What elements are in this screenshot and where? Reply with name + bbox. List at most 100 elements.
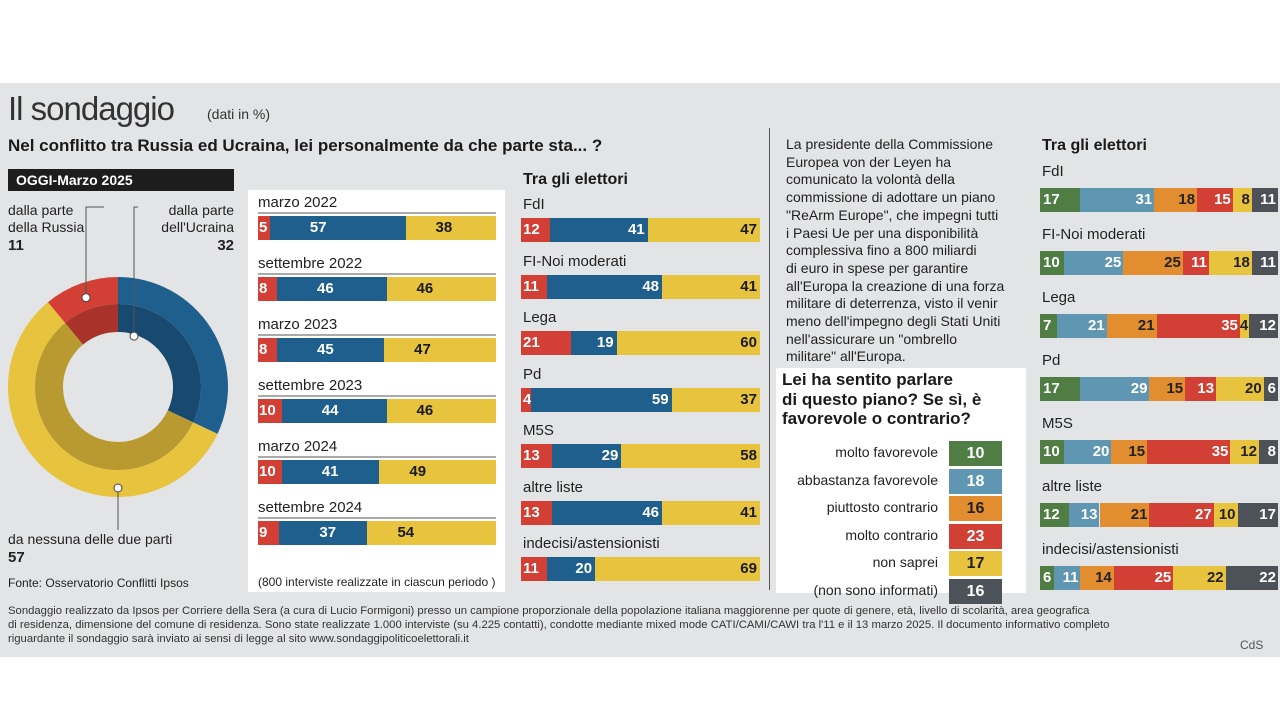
voters2-label: FI-Noi moderati [1042,226,1146,243]
today-label: OGGI-Marzo 2025 [8,169,234,191]
voters2-bar-segment: 22 [1173,566,1226,590]
trend-underline [258,334,496,336]
trend-bar-segment: 10 [258,460,282,484]
trend-period-label: settembre 2024 [258,499,363,516]
voters2-bar-segment: 35 [1147,440,1231,464]
neither-value: 57 [8,549,25,566]
voters1-bar-segment: 11 [521,557,548,581]
voters2-bar-segment: 21 [1099,503,1150,527]
trend-period-label: marzo 2022 [258,194,338,211]
rearm-text-line: nell'assicurare un "ombrello [786,330,958,347]
rearm-text-line: La presidente della Commissione [786,136,993,152]
voters1-label: Lega [523,309,557,326]
voters2-bar-segment: 6 [1263,377,1278,401]
voters2-bar-segment: 7 [1040,314,1057,338]
trend-bar-segment: 41 [281,460,380,484]
voters2-bar-segment: 10 [1040,251,1064,275]
voters1-bar-segment: 69 [595,557,760,581]
rearm-text-line: comunicato la volontà della [786,171,955,188]
voters2-bar-segment: 17 [1237,503,1278,527]
voters2-bar-segment: 11 [1054,566,1081,590]
voters2-bar-segment: 11 [1182,251,1209,275]
voters2-bar-segment: 25 [1113,566,1174,590]
plan-label: (non sono informati) [813,581,938,598]
plan-question-line: Lei ha sentito parlare [782,370,953,389]
plan-bar: 23 [949,523,1002,549]
donut-slice-inner-0 [65,304,118,345]
trend-bar-segment: 47 [384,338,496,362]
rearm-text-line: militare di deterrenza, visto il venir [786,295,998,312]
voters1-header: Tra gli elettori [523,171,628,188]
plan-bar: 10 [949,441,1002,466]
rearm-text-line: militare" all'Europa. [786,348,906,365]
voters2-bar-segment: 13 [1185,377,1217,401]
voters2-bar-segment: 14 [1080,566,1114,590]
trend-bar-segment: 44 [281,399,387,423]
voters1-bar-segment: 59 [530,387,672,412]
plan-bar: 17 [949,551,1002,576]
trend-underline [258,456,496,458]
voters1-bar-segment: 13 [521,500,553,525]
trend-bar-segment: 37 [279,521,368,545]
voters2-bar-segment: 20 [1063,440,1112,464]
footnote: Sondaggio realizzato da Ipsos per Corrie… [8,604,1248,646]
voters2-label: M5S [1042,415,1073,432]
trend-bar-segment: 10 [258,399,282,423]
plan-label: molto contrario [845,526,938,543]
voters2-bar-segment: 12 [1230,440,1259,464]
voters2-bar-segment: 22 [1225,566,1278,590]
unit-note: (dati in %) [207,106,271,122]
plan-label: molto favorevole [835,444,938,460]
trend-bar-segment: 54 [367,521,496,545]
voters2-label: altre liste [1042,478,1103,495]
trend-bar-segment: 8 [258,338,278,362]
neither-label: da nessuna delle due parti [8,531,173,547]
voters2-bar-segment: 15 [1149,377,1186,401]
rearm-text-line: complessiva fino a 800 miliardi [786,242,977,259]
donut-slice-inner-2 [34,323,194,470]
voters2-bar-segment: 35 [1156,314,1240,338]
voters2-bar-segment: 12 [1249,314,1278,338]
voters1-label: Pd [523,365,542,383]
leader-line-0 [85,206,104,298]
russia-value: 11 [8,237,24,254]
trend-bar-segment: 8 [258,277,278,301]
voters2-bar-segment: 18 [1208,251,1252,275]
voters1-label: FI-Noi moderati [523,252,627,270]
credit: CdS [1240,638,1264,652]
voters1-bar-segment: 19 [571,331,617,355]
vertical-divider [769,128,770,590]
voters1-bar-segment: 47 [647,218,760,242]
trend-period-label: settembre 2023 [258,377,363,394]
voters2-label: indecisi/astensionisti [1042,541,1179,558]
voters2-bar-segment: 15 [1111,440,1148,464]
voters2-bar-segment: 13 [1068,503,1100,527]
voters2-bar-segment: 25 [1123,251,1183,275]
interviews-note: (800 interviste realizzate in ciascun pe… [258,575,496,589]
plan-bar: 16 [949,578,1002,604]
main-question: Nel conflitto tra Russia ed Ucraina, lei… [8,136,603,155]
voters2-bar-segment: 20 [1216,377,1264,401]
footnote-line: Sondaggio realizzato da Ipsos per Corrie… [8,605,1090,617]
voters2-bar-segment: 12 [1040,503,1069,527]
rearm-text-line: commissione di adottare un piano [786,189,996,206]
voters1-bar-segment: 12 [521,218,550,242]
voters2-bar-segment: 21 [1106,314,1157,338]
voters1-bar-segment: 21 [521,331,572,355]
voters1-bar-segment: 58 [621,444,760,468]
voters1-bar-segment: 46 [552,500,662,525]
voters2-bar-segment: 29 [1080,377,1150,401]
trend-underline [258,273,496,275]
donut-slice-outer-2 [7,302,218,498]
voters2-label: FdI [1042,163,1064,180]
voters2-bar-segment: 10 [1213,503,1238,527]
trend-underline [258,395,496,397]
voters1-bar-segment: 13 [521,444,553,468]
voters2-label: Lega [1042,289,1076,306]
voters2-bar-segment: 15 [1197,188,1233,212]
plan-bar: 16 [949,496,1002,521]
page-title: Il sondaggio [8,90,175,127]
trend-bar-segment: 38 [405,216,496,240]
trend-bar-segment: 45 [277,338,385,362]
russia-label-2: della Russia [8,219,85,235]
